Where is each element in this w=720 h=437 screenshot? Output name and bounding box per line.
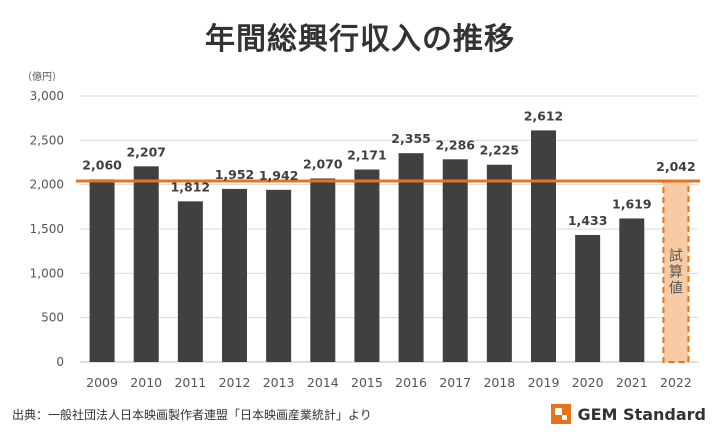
y-tick-label: 3,000: [30, 89, 64, 103]
bar: [222, 188, 247, 362]
data-label: 1,942: [259, 168, 299, 183]
x-tick-label: 2011: [174, 375, 206, 390]
bar: [442, 159, 468, 362]
y-axis-unit-label: （億円）: [22, 70, 62, 83]
data-label: 1,812: [171, 179, 211, 194]
grid-lines: [80, 95, 698, 363]
bar: [133, 166, 159, 362]
x-tick-label: 2016: [395, 375, 427, 390]
y-tick-label: 1,500: [30, 222, 64, 236]
x-tick-label: 2015: [351, 375, 383, 390]
bar: [619, 218, 645, 362]
data-label: 2,171: [347, 148, 387, 163]
x-tick-label: 2009: [86, 375, 118, 390]
data-label: 2,286: [435, 137, 475, 152]
x-tick-label: 2022: [660, 375, 692, 390]
y-tick-label: 1,000: [30, 266, 64, 280]
chart-title: 年間総興行収入の推移: [205, 22, 515, 57]
x-tick-label: 2010: [130, 375, 162, 390]
bar: [266, 189, 292, 362]
data-label: 2,225: [480, 143, 520, 158]
gem-standard-logo-icon: [551, 404, 572, 424]
brand-logo: GEM Standard: [551, 402, 706, 426]
x-tick-label: 2013: [263, 375, 295, 390]
bars: [89, 130, 690, 363]
x-tick-label: 2021: [616, 375, 648, 390]
bar: [398, 153, 424, 362]
data-label: 1,433: [568, 213, 608, 228]
data-label: 2,060: [82, 157, 122, 172]
y-tick-label: 0: [56, 355, 64, 369]
estimate-label-char: 試: [669, 248, 683, 264]
data-label: 2,042: [656, 159, 696, 174]
bar: [354, 169, 380, 362]
y-axis-ticks: 0 500 1,000 1,500 2,000 2,500 3,000: [30, 89, 64, 369]
data-label: 1,619: [612, 196, 652, 211]
data-label: 2,070: [303, 156, 343, 171]
estimate-label-char: 算: [669, 264, 683, 280]
x-tick-label: 2017: [439, 375, 471, 390]
x-tick-label: 2018: [483, 375, 515, 390]
y-tick-label: 2,500: [30, 133, 64, 147]
data-label: 2,207: [126, 144, 166, 159]
bar: [486, 164, 512, 362]
x-tick-label: 2012: [219, 375, 251, 390]
bar: [531, 130, 556, 362]
data-label: 2,355: [391, 131, 431, 146]
x-tick-label: 2019: [528, 375, 560, 390]
source-note: 出典：一般社団法人日本映画製作者連盟「日本映画産業統計」より: [12, 408, 372, 422]
bar: [575, 234, 601, 362]
x-axis-labels: 2009 2010 2011 2012 2013 2014 2015 2016 2017 2018…: [86, 375, 692, 390]
bar: [177, 201, 203, 362]
bar: [89, 179, 115, 362]
y-tick-label: 500: [41, 311, 64, 325]
data-label: 1,952: [215, 167, 255, 182]
x-tick-label: 2014: [307, 375, 339, 390]
x-tick-label: 2020: [572, 375, 604, 390]
data-label: 2,612: [524, 108, 564, 123]
data-labels: 2,060 2,207 1,812 1,952 1,942 2,070 2,171 2,355…: [82, 108, 695, 296]
bar: [310, 178, 336, 362]
y-tick-label: 2,000: [30, 178, 64, 192]
brand-name: GEM Standard: [577, 404, 706, 424]
estimate-label-char: 値: [669, 280, 683, 296]
bar-chart: 0 500 1,000 1,500 2,000 2,500 3,000 （億円） 2,060…: [22, 70, 700, 390]
